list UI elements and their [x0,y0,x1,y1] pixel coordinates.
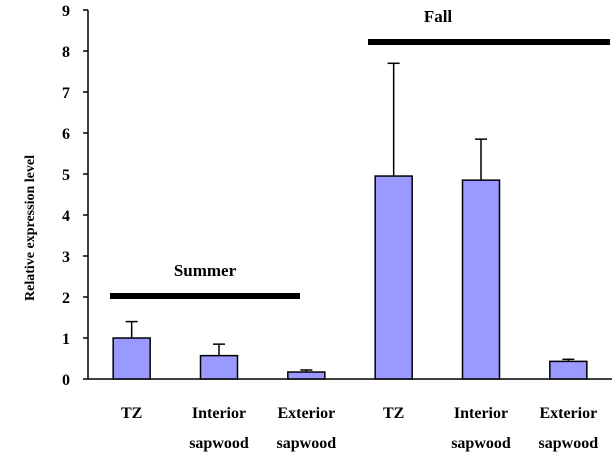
y-tick-label: 8 [62,44,70,61]
x-tick-label: TZ [383,405,404,422]
x-tick-label: sapwood [277,435,337,452]
group-bracket [110,293,300,299]
x-tick-label: Exterior [277,405,335,422]
y-axis-label: Relative expression level [23,155,38,301]
y-tick-label: 4 [62,208,70,225]
y-tick-label: 2 [62,290,70,307]
y-tick-label: 3 [62,249,70,266]
bar [549,360,588,380]
x-tick-label: sapwood [189,435,249,452]
bar [287,371,326,380]
x-tick-label: sapwood [539,435,599,452]
x-tick-label: Interior [192,405,246,422]
plot-area: 0 1 2 3 4 5 6 7 8 9 TZ Interior sapwood Exterior sapwo… [62,3,612,452]
y-tick-label: 1 [62,331,70,348]
bar [112,337,151,380]
y-tick-label: 0 [62,372,70,389]
group-label: Summer [174,261,237,280]
bar [199,354,239,380]
group-label: Fall [424,7,453,26]
x-tick-label: Exterior [539,405,597,422]
y-tick-label: 9 [62,3,70,20]
y-tick-label: 5 [62,167,70,184]
x-tick-label: sapwood [451,435,511,452]
y-tick-label: 6 [62,126,70,143]
x-tick-label: TZ [121,405,142,422]
bar [374,175,413,380]
group-bracket [368,39,610,45]
x-tick-label: Interior [454,405,508,422]
bar [461,179,501,380]
y-tick-label: 7 [62,85,70,102]
